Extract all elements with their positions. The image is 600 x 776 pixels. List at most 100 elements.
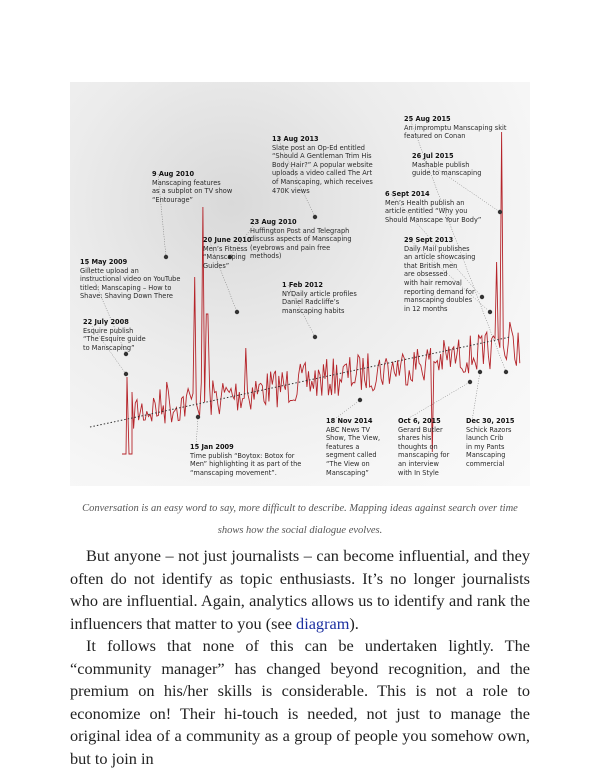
annotation-line: manscaping habits [282, 306, 345, 315]
connector [409, 118, 507, 373]
annotation-line: (eyebrows and pain free [250, 243, 331, 252]
annotation-line: shares his [398, 434, 432, 443]
annotation-line: Men’s Fitness [203, 244, 248, 253]
annotation-line: 470K views [272, 186, 310, 195]
event-dot [227, 254, 233, 260]
annotation-line: “The View on [326, 459, 370, 468]
annotation-line: Mashable publish [412, 160, 470, 169]
annotation-line: to Manscaping” [83, 343, 135, 352]
annotation-line: reporting demand for [404, 287, 475, 296]
annotation-line: Slate post an Op-Ed entitled [272, 143, 365, 152]
annotation-line: NYDaily article profiles [282, 289, 357, 298]
annotation-line: uploads a video called The Art [272, 169, 373, 178]
connector [195, 416, 199, 448]
connector [390, 193, 483, 298]
annotation-date: 1 Feb 2012 [282, 281, 323, 289]
annotation-line: of Manscaping, which receives [272, 177, 373, 186]
annotation-line: Gerard Butler [398, 425, 443, 434]
trend-dotted [89, 336, 511, 428]
annotation: 15 May 2009 Gillette upload an instruction… [80, 258, 180, 301]
text: ). [349, 613, 359, 633]
connector [85, 261, 127, 355]
annotation-line: An impromptu Manscaping skit [404, 123, 507, 132]
text: But anyone – not just journalists – can … [70, 546, 530, 633]
annotation-line: instructional video on YouTube [80, 275, 181, 284]
caption: Conversation is an easy word to say, mor… [82, 503, 518, 536]
annotation: 18 Nov 2014 ABC News TV Show, The View, fea… [326, 417, 380, 477]
annotation-line: article entitled “Why you [385, 207, 468, 216]
annotation-line: Shave: Shaving Down There [80, 292, 173, 301]
annotation-line: with In Style [398, 468, 439, 477]
annotation: 6 Sept 2014 Men’s Health publish an articl… [385, 190, 481, 224]
annotation-line: Should Manscape Your Body” [385, 215, 482, 224]
connector [331, 399, 361, 422]
annotation: 29 Sept 2013 Daily Mail publishes an artic… [404, 236, 475, 313]
annotation-date: 9 Aug 2010 [152, 170, 195, 178]
annotation-line: an article showcasing [404, 253, 476, 262]
connector [208, 239, 238, 313]
annotation-date: Dec 30, 2015 [466, 417, 515, 425]
figure: 25 Aug 2015 An impromptu Manscaping skit f… [70, 82, 530, 486]
annotation-line: Daily Mail publishes [404, 244, 470, 253]
annotation-date: 20 June 2010 [203, 236, 252, 244]
annotation-line: are obsessed [404, 270, 448, 279]
annotation-line: Daniel Radcliffe’s [282, 298, 340, 307]
event-dot [312, 214, 318, 220]
event-dot [123, 351, 129, 357]
connector [417, 155, 501, 213]
annotation-line: that British men [404, 261, 458, 270]
annotation: 25 Aug 2015 An impromptu Manscaping skit f… [404, 115, 506, 141]
annotation-line: titled: Manscaping – How to [80, 283, 172, 292]
annotation-line: features a [326, 442, 360, 451]
event-dot [195, 414, 201, 420]
annotation-line: manscaping doubles [404, 296, 473, 305]
annotation-date: 15 May 2009 [80, 258, 128, 266]
annotation: 20 June 2010 Men’s Fitness “Manscaping Guid… [203, 236, 251, 270]
annotation-line: segment called [326, 451, 377, 460]
annotation: 1 Feb 2012 NYDaily article profiles Daniel… [282, 281, 357, 315]
annotation-date: 18 Nov 2014 [326, 417, 373, 425]
annotation-line: with hair removal [404, 278, 462, 287]
annotation: 9 Aug 2010 Manscaping features as a subplo… [152, 170, 232, 204]
connector [409, 239, 491, 313]
event-dot [487, 309, 493, 315]
annotation-line: Guides” [203, 261, 230, 270]
event-dot [234, 309, 240, 315]
annotation-date: 23 Aug 2010 [250, 218, 297, 226]
annotation-line: “Should A Gentleman Trim His [272, 152, 372, 161]
connector [471, 371, 481, 422]
annotation-date: 22 July 2008 [83, 318, 129, 326]
annotation: Oct 6, 2015 Gerard Butler shares his though… [398, 417, 449, 477]
annotation-line: Time publish “Boytox: Botox for [190, 451, 295, 460]
annotation-line: launch Crib [466, 434, 504, 443]
annotation-line: an interview [398, 459, 439, 468]
annotation-line: commercial [466, 459, 505, 468]
annotation-line: Gillette upload an [80, 266, 139, 275]
annotation-line: Body Hair?” A popular website [272, 160, 373, 169]
connector [403, 381, 471, 422]
event-dot [503, 369, 509, 375]
link[interactable]: diagram [296, 613, 350, 633]
annotation-line: Huffington Post and Telegraph [250, 226, 350, 235]
search-trend-graphic [85, 118, 521, 455]
annotation-line: guide to manscaping [412, 169, 482, 178]
annotation-line: “manscaping movement”. [190, 468, 277, 477]
annotation-line: Men’s Health publish an [385, 198, 465, 207]
annotation: 26 Jul 2015 Mashable publish guide to mans… [412, 152, 481, 178]
event-dot [497, 209, 503, 215]
annotation-date: 29 Sept 2013 [404, 236, 454, 244]
annotation-line: Men” highlighting it as part of the [190, 460, 302, 469]
annotation-date: Oct 6, 2015 [398, 417, 441, 425]
annotation-line: ABC News TV [326, 425, 371, 434]
event-dot [477, 369, 483, 375]
annotation-date: 25 Aug 2015 [404, 115, 451, 123]
event-dot [467, 379, 473, 385]
annotation-line: as a subplot on TV show [152, 187, 233, 196]
annotation: 22 July 2008 Esquire publish “The Esquire … [83, 318, 146, 352]
annotation-line: “Manscaping [203, 253, 246, 262]
annotation: 15 Jan 2009 Time publish “Boytox: Botox f… [190, 443, 301, 477]
annotation-line: discuss aspects of Manscaping [250, 235, 352, 244]
paragraph: It follows that none of this can be unde… [70, 636, 530, 768]
annotation-date: 15 Jan 2009 [190, 443, 234, 451]
